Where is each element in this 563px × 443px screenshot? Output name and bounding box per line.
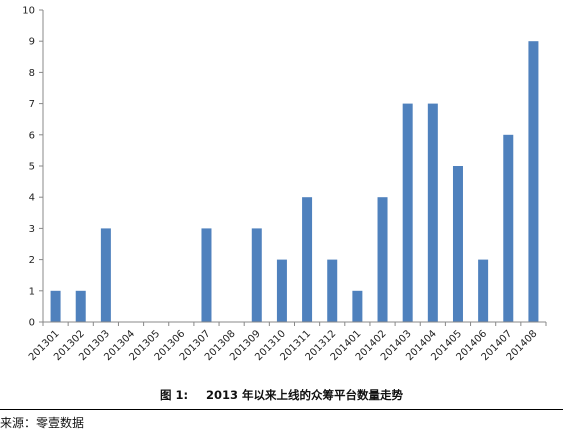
bar-201407 (503, 134, 514, 322)
bar-201303 (100, 228, 111, 322)
bar-201301 (50, 290, 61, 322)
bar-201408 (528, 41, 539, 322)
bar-chart: 0 1 2 3 4 5 6 7 8 9 10 201301201302201303201304201… (22, 6, 547, 363)
bar-201404 (427, 103, 438, 322)
y-tick-label: 0 (29, 318, 35, 329)
y-tick-label: 2 (29, 255, 35, 266)
bars (50, 41, 539, 322)
figure-caption: 图 1: 2013 年以来上线的众筹平台数量走势 (0, 387, 563, 403)
bar-201309 (251, 228, 262, 322)
y-tick-label: 6 (29, 130, 35, 141)
y-axis: 0 1 2 3 4 5 6 7 8 9 10 (22, 6, 44, 329)
divider (0, 409, 563, 410)
y-tick-label: 7 (29, 99, 35, 110)
bar-201307 (201, 228, 212, 322)
bar-201406 (478, 259, 489, 322)
y-tick-label: 4 (29, 193, 35, 204)
x-axis: 2013012013022013032013042013052013062013… (27, 321, 547, 363)
y-tick-label: 10 (22, 6, 35, 17)
y-tick-label: 8 (29, 68, 35, 79)
y-tick-label: 1 (29, 286, 35, 297)
y-tick-label: 9 (29, 37, 35, 48)
y-tick-label: 3 (29, 224, 35, 235)
bar-201311 (302, 197, 313, 322)
source-note: 来源：零壹数据 (0, 416, 85, 430)
y-tick-label: 5 (29, 162, 35, 173)
bar-201312 (327, 259, 338, 322)
bar-201403 (402, 103, 413, 322)
figure-title: 2013 年以来上线的众筹平台数量走势 (206, 388, 404, 402)
bar-201302 (75, 290, 86, 322)
bar-201402 (377, 197, 388, 322)
bar-201405 (452, 166, 463, 322)
bar-201310 (276, 259, 287, 322)
bar-201401 (352, 290, 363, 322)
figure-label: 图 1: (159, 388, 189, 402)
